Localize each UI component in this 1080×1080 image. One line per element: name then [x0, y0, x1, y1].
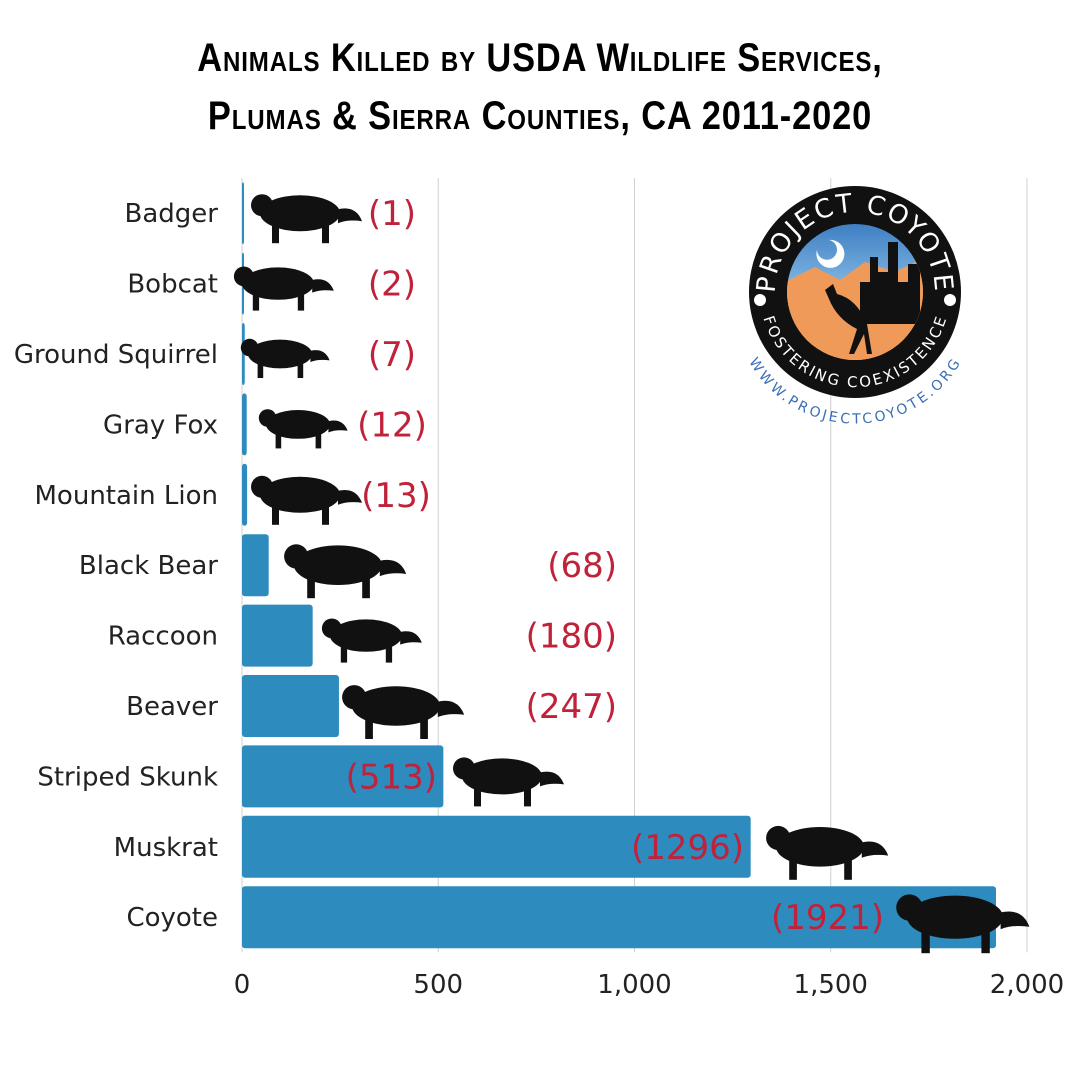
category-label: Ground Squirrel [14, 340, 218, 370]
category-label: Beaver [126, 692, 218, 722]
category-label: Striped Skunk [37, 762, 218, 792]
x-tick-label: 1,000 [597, 970, 671, 1000]
beaver-silhouette-icon [342, 685, 465, 739]
striped-skunk-silhouette-icon [453, 757, 564, 807]
category-label: Raccoon [108, 622, 218, 652]
badger-silhouette-icon [251, 194, 362, 244]
bar-mountain-lion [242, 463, 248, 526]
x-tick-label: 0 [234, 970, 251, 1000]
bar-ground-squirrel [242, 323, 245, 385]
data-label: (1296) [631, 828, 744, 868]
chart-title-line2: Plumas & Sierra Counties, CA 2011-2020 [207, 94, 873, 138]
x-tick-label: 1,500 [794, 970, 868, 1000]
bar-raccoon [242, 604, 313, 667]
ground-squirrel-silhouette-icon [240, 338, 330, 378]
bar-muskrat [242, 815, 751, 878]
data-label: (1921) [771, 898, 884, 938]
black-bear-silhouette-icon [284, 544, 407, 599]
bar-beaver [242, 675, 339, 737]
category-label: Black Bear [79, 551, 218, 581]
data-label: (513) [346, 757, 437, 797]
data-label: (7) [368, 335, 416, 375]
category-label: Muskrat [114, 833, 218, 863]
category-label: Bobcat [127, 270, 218, 300]
data-label: (247) [526, 687, 617, 727]
muskrat-silhouette-icon [766, 825, 889, 880]
data-label: (12) [357, 405, 427, 445]
x-tick-label: 2,000 [990, 970, 1064, 1000]
data-label: (1) [368, 194, 416, 234]
paw-icon [944, 294, 956, 306]
data-label: (68) [547, 546, 617, 586]
coyote-silhouette-icon [896, 894, 1030, 954]
mountain-lion-silhouette-icon [251, 475, 362, 525]
bar-black-bear [242, 534, 269, 597]
gray-fox-silhouette-icon [258, 409, 348, 449]
data-label: (180) [526, 617, 617, 657]
bar-striped-skunk [242, 745, 444, 808]
category-label: Gray Fox [103, 410, 218, 440]
raccoon-silhouette-icon [321, 618, 422, 663]
category-label: Badger [125, 199, 219, 229]
bar-gray-fox [242, 393, 247, 456]
x-tick-label: 500 [413, 970, 463, 1000]
chart-title-line1: Animals Killed by USDA Wildlife Services… [197, 36, 883, 80]
paw-icon [754, 294, 766, 306]
category-label: Coyote [126, 903, 218, 933]
howling-coyote-icon [825, 284, 872, 354]
bar-badger [242, 182, 244, 245]
bobcat-silhouette-icon [233, 266, 334, 311]
data-label: (13) [361, 476, 431, 516]
bar-coyote [242, 886, 996, 949]
data-label: (2) [368, 265, 416, 305]
project-coyote-logo: PROJECT COYOTE FOSTERING COEXISTENCE WWW… [745, 186, 963, 428]
category-label: Mountain Lion [35, 481, 219, 511]
